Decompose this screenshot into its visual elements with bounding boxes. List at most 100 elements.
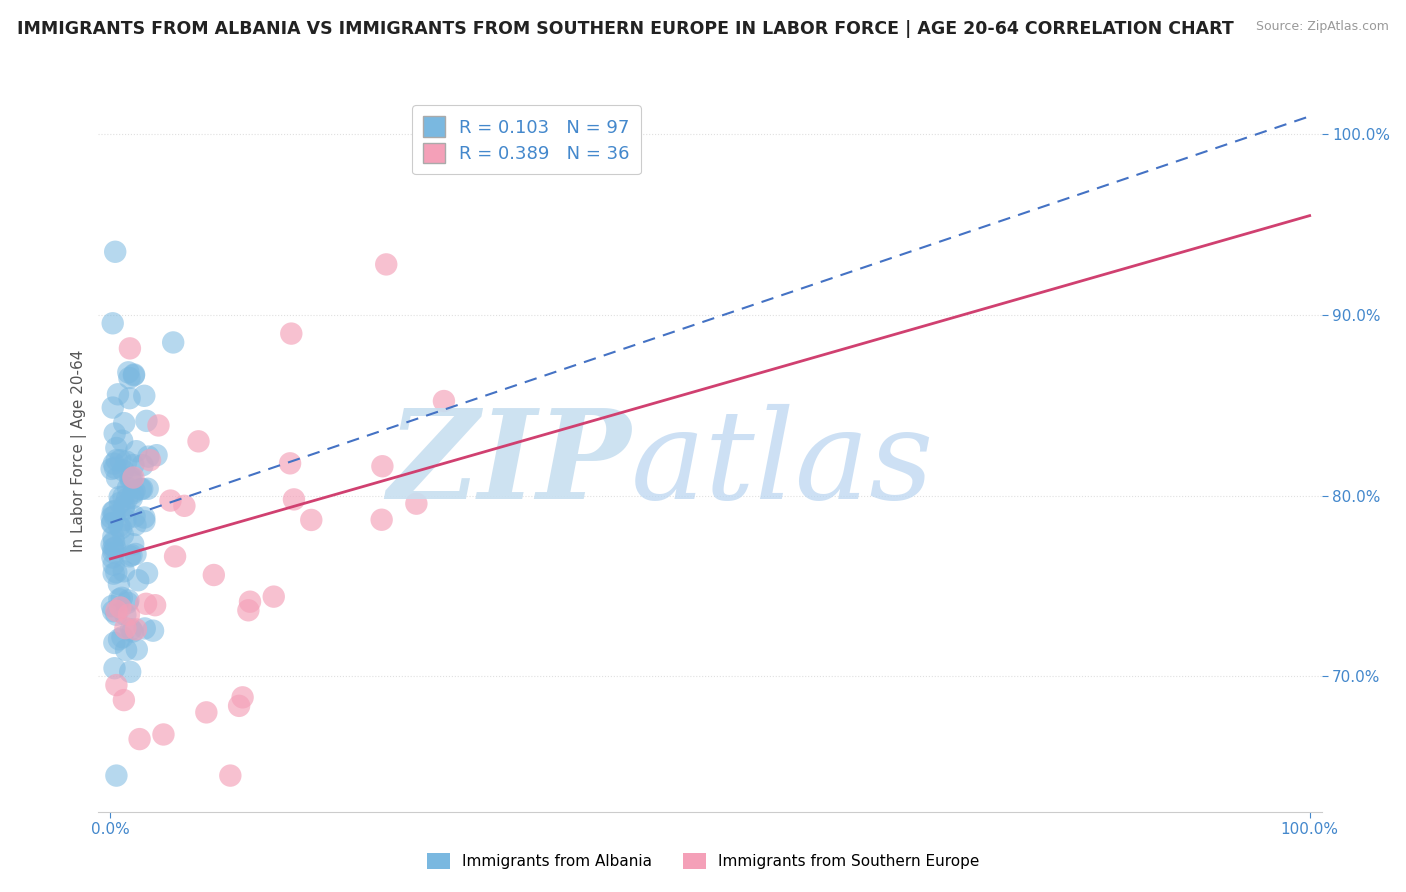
Point	[100, 538, 122, 552]
Point	[238, 603, 260, 617]
Point	[124, 509, 146, 524]
Point	[104, 426, 127, 441]
Point	[105, 566, 128, 580]
Point	[101, 516, 124, 531]
Point	[142, 624, 165, 638]
Point	[101, 550, 124, 565]
Point	[103, 504, 125, 518]
Point	[125, 444, 148, 458]
Point	[103, 661, 125, 675]
Point	[138, 450, 160, 464]
Point	[136, 566, 159, 581]
Point	[100, 462, 122, 476]
Point	[118, 607, 141, 622]
Point	[117, 593, 139, 607]
Point	[122, 486, 145, 500]
Point	[103, 636, 125, 650]
Point	[115, 643, 138, 657]
Point	[148, 418, 170, 433]
Point	[110, 521, 132, 535]
Point	[115, 455, 138, 469]
Point	[375, 257, 398, 271]
Point	[105, 678, 128, 692]
Point	[165, 549, 187, 564]
Point	[114, 607, 136, 622]
Legend: Immigrants from Albania, Immigrants from Southern Europe: Immigrants from Albania, Immigrants from…	[420, 847, 986, 875]
Point	[122, 458, 145, 472]
Point	[202, 568, 225, 582]
Text: IMMIGRANTS FROM ALBANIA VS IMMIGRANTS FROM SOUTHERN EUROPE IN LABOR FORCE | AGE : IMMIGRANTS FROM ALBANIA VS IMMIGRANTS FR…	[17, 20, 1233, 37]
Point	[125, 642, 148, 657]
Point	[108, 496, 131, 510]
Point	[121, 548, 143, 562]
Point	[118, 391, 141, 405]
Point	[108, 632, 131, 647]
Point	[433, 394, 456, 409]
Point	[134, 514, 156, 528]
Point	[122, 368, 145, 383]
Point	[122, 470, 145, 484]
Point	[124, 547, 146, 561]
Point	[103, 534, 125, 549]
Point	[118, 342, 141, 356]
Point	[405, 497, 427, 511]
Point	[101, 516, 124, 530]
Point	[103, 558, 125, 572]
Text: Source: ZipAtlas.com: Source: ZipAtlas.com	[1256, 20, 1389, 33]
Point	[173, 499, 195, 513]
Legend: R = 0.103   N = 97, R = 0.389   N = 36: R = 0.103 N = 97, R = 0.389 N = 36	[412, 105, 641, 174]
Point	[118, 549, 141, 564]
Point	[103, 566, 125, 581]
Point	[195, 706, 218, 720]
Point	[111, 528, 134, 542]
Point	[101, 316, 124, 330]
Point	[121, 624, 143, 639]
Point	[104, 541, 127, 555]
Point	[131, 482, 153, 496]
Point	[124, 517, 146, 532]
Point	[111, 630, 134, 644]
Point	[100, 510, 122, 524]
Point	[104, 244, 127, 259]
Point	[135, 597, 157, 611]
Point	[112, 502, 135, 516]
Point	[131, 458, 153, 473]
Point	[118, 371, 141, 385]
Point	[101, 599, 124, 613]
Point	[101, 505, 124, 519]
Point	[111, 434, 134, 448]
Point	[105, 607, 128, 622]
Point	[187, 434, 209, 449]
Point	[120, 473, 142, 487]
Point	[134, 389, 156, 403]
Point	[280, 326, 302, 341]
Point	[114, 621, 136, 635]
Point	[103, 530, 125, 544]
Point	[120, 622, 142, 636]
Point	[108, 490, 131, 504]
Point	[115, 491, 138, 506]
Point	[103, 545, 125, 559]
Point	[135, 414, 157, 428]
Point	[127, 574, 149, 588]
Y-axis label: In Labor Force | Age 20-64: In Labor Force | Age 20-64	[72, 350, 87, 551]
Point	[122, 537, 145, 551]
Point	[129, 482, 152, 496]
Point	[105, 441, 128, 455]
Point	[134, 622, 156, 636]
Point	[110, 600, 132, 615]
Point	[121, 471, 143, 485]
Point	[134, 510, 156, 524]
Point	[112, 693, 135, 707]
Point	[101, 604, 124, 618]
Point	[110, 453, 132, 467]
Point	[107, 387, 129, 401]
Point	[105, 453, 128, 467]
Point	[125, 623, 148, 637]
Point	[145, 448, 167, 462]
Point	[108, 592, 131, 607]
Point	[128, 732, 150, 747]
Point	[105, 604, 128, 618]
Point	[117, 365, 139, 379]
Point	[108, 577, 131, 591]
